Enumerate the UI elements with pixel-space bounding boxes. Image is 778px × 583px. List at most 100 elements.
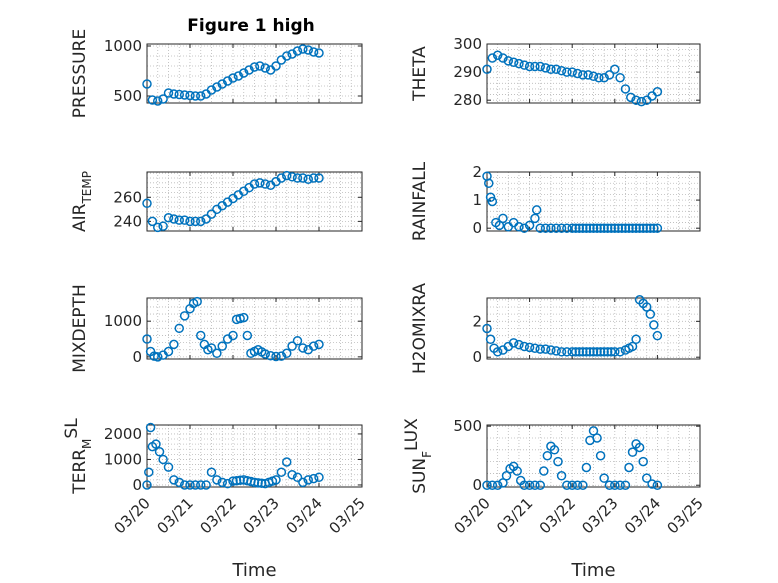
data-point — [535, 344, 545, 354]
data-point — [484, 178, 494, 188]
data-point — [562, 223, 572, 233]
data-point — [606, 347, 616, 357]
data-point — [303, 45, 313, 55]
figure-title: Figure 1 high — [187, 16, 315, 36]
data-point — [153, 222, 163, 233]
data-point — [260, 63, 270, 73]
data-point — [553, 456, 563, 467]
data-point — [242, 330, 253, 341]
data-point — [314, 339, 324, 350]
data-point — [287, 172, 297, 182]
data-point — [201, 214, 211, 224]
y-tick-label: 2 — [472, 163, 482, 181]
data-point — [530, 61, 540, 72]
data-point — [519, 480, 530, 490]
y-axis-label-main: PRESSURE — [70, 29, 90, 118]
data-point — [610, 64, 620, 75]
data-point — [282, 170, 292, 181]
data-point — [190, 216, 201, 227]
data-point — [228, 73, 238, 83]
data-point — [626, 92, 636, 103]
data-point — [649, 223, 659, 233]
data-point — [154, 447, 165, 457]
data-point — [492, 347, 503, 357]
data-point — [498, 213, 508, 224]
data-point — [581, 223, 592, 233]
data-point — [196, 91, 206, 101]
y-tick-label: 260 — [113, 188, 142, 206]
data-point — [179, 90, 190, 100]
data-point — [163, 462, 174, 472]
data-point — [196, 216, 206, 227]
data-point — [314, 48, 324, 58]
data-point — [169, 214, 179, 224]
data-point — [645, 309, 656, 319]
data-point — [588, 71, 599, 82]
data-point — [620, 84, 631, 94]
data-point — [282, 51, 292, 61]
data-point — [174, 323, 184, 334]
data-point — [256, 478, 267, 489]
data-point — [551, 64, 561, 75]
data-point — [158, 221, 168, 231]
data-point — [185, 90, 195, 101]
data-point — [606, 223, 616, 233]
data-point — [572, 480, 583, 490]
data-point — [627, 447, 638, 457]
x-axis-label: Time — [570, 560, 615, 581]
data-point — [524, 61, 535, 72]
data-point — [652, 330, 663, 341]
data-point — [271, 475, 281, 485]
y-tick-label: 0 — [472, 348, 482, 366]
data-point — [192, 296, 202, 307]
data-point — [595, 223, 606, 233]
axes-box — [146, 43, 363, 104]
data-point — [627, 223, 638, 233]
data-point — [217, 477, 227, 488]
data-point — [631, 223, 641, 233]
data-point — [498, 53, 508, 63]
y-tick-label: 280 — [453, 91, 482, 109]
y-tick-label: 0 — [472, 219, 482, 237]
data-point — [524, 480, 535, 490]
data-point — [546, 223, 556, 233]
data-point — [524, 220, 535, 231]
data-point — [482, 64, 492, 75]
data-point — [610, 223, 620, 233]
data-point — [594, 72, 604, 83]
data-point — [308, 47, 319, 57]
data-point — [487, 480, 498, 490]
data-point — [217, 341, 227, 351]
y-axis-label-main: SUN — [410, 458, 430, 494]
data-point — [588, 347, 599, 357]
data-point — [512, 466, 522, 476]
data-point — [546, 345, 556, 355]
data-point — [169, 339, 179, 350]
data-point — [556, 471, 567, 481]
data-point — [212, 348, 222, 359]
data-point — [610, 480, 620, 490]
data-point — [292, 336, 303, 346]
data-point — [638, 456, 648, 467]
data-point — [604, 70, 615, 80]
chart-panel-1: 500 1000 PRESSURE — [70, 29, 363, 118]
data-point — [535, 223, 545, 233]
data-point — [147, 216, 158, 227]
data-point — [508, 338, 519, 348]
data-point — [508, 57, 519, 68]
y-axis-label: PRESSURE — [70, 29, 90, 118]
data-point — [190, 91, 201, 101]
y-axis-label: TERRMSL — [62, 418, 94, 495]
data-point — [196, 480, 206, 490]
chart-panel-5: 0 1000 MIXDEPTH — [70, 284, 363, 373]
y-axis-label: MIXDEPTH — [70, 284, 90, 373]
y-tick-label: 300 — [453, 35, 482, 53]
y-axis-label-main: MIXDEPTH — [70, 284, 90, 373]
data-point — [546, 64, 556, 75]
data-point — [562, 67, 572, 77]
data-point — [298, 173, 308, 183]
data-point — [179, 480, 190, 490]
y-axis-label: RAINFALL — [410, 161, 430, 241]
data-point — [271, 351, 281, 362]
data-point — [492, 50, 503, 60]
